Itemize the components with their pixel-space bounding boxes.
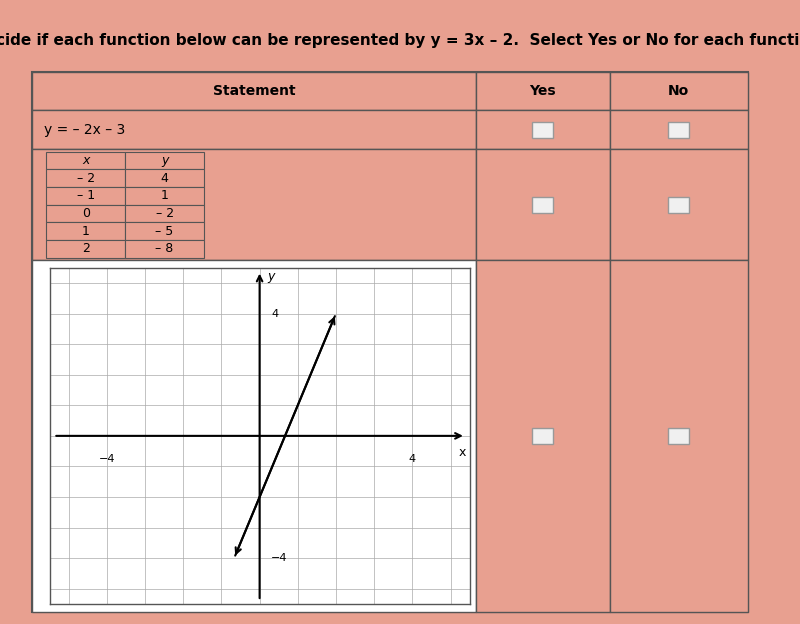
Text: 4: 4 (271, 308, 278, 319)
Text: x: x (82, 154, 90, 167)
Bar (533, 122, 554, 138)
Bar (125, 240, 204, 258)
Text: 4: 4 (409, 454, 416, 464)
Text: y: y (161, 154, 168, 167)
Bar (610, 110, 748, 149)
Text: 0: 0 (82, 207, 90, 220)
Text: y = – 2x – 3: y = – 2x – 3 (44, 123, 126, 137)
Bar (125, 205, 204, 222)
Bar (610, 72, 748, 110)
Bar (125, 222, 204, 240)
Text: 4: 4 (161, 172, 169, 185)
Text: y: y (267, 270, 274, 283)
Bar (476, 149, 610, 260)
Text: – 1: – 1 (77, 189, 95, 202)
Bar (32, 149, 476, 260)
Bar (46, 222, 125, 240)
Text: −4: −4 (271, 553, 287, 563)
Text: x: x (458, 446, 466, 459)
Bar (476, 72, 610, 110)
Bar (46, 187, 125, 205)
Bar (476, 260, 610, 612)
Bar (610, 260, 748, 612)
Text: 1: 1 (82, 225, 90, 238)
Bar (669, 428, 690, 444)
Text: Decide if each function below can be represented by y = 3x – 2.  Select Yes or N: Decide if each function below can be rep… (0, 33, 800, 48)
Bar (32, 110, 476, 149)
Bar (46, 240, 125, 258)
Bar (533, 428, 554, 444)
Bar (32, 72, 748, 612)
Text: Statement: Statement (213, 84, 295, 98)
Bar (669, 197, 690, 213)
Bar (46, 169, 125, 187)
Text: – 5: – 5 (155, 225, 174, 238)
Bar (46, 205, 125, 222)
Text: – 2: – 2 (155, 207, 174, 220)
Bar (32, 72, 476, 110)
Text: 1: 1 (161, 189, 169, 202)
Bar (125, 169, 204, 187)
Bar (533, 197, 554, 213)
Bar (125, 187, 204, 205)
Bar (669, 122, 690, 138)
Bar (476, 110, 610, 149)
Bar (125, 152, 204, 169)
Text: Yes: Yes (530, 84, 556, 98)
Text: – 8: – 8 (155, 242, 174, 255)
Bar (610, 149, 748, 260)
Bar (32, 260, 476, 612)
Text: 2: 2 (82, 242, 90, 255)
Text: No: No (668, 84, 690, 98)
Bar (46, 152, 125, 169)
Text: −4: −4 (98, 454, 115, 464)
Text: – 2: – 2 (77, 172, 95, 185)
